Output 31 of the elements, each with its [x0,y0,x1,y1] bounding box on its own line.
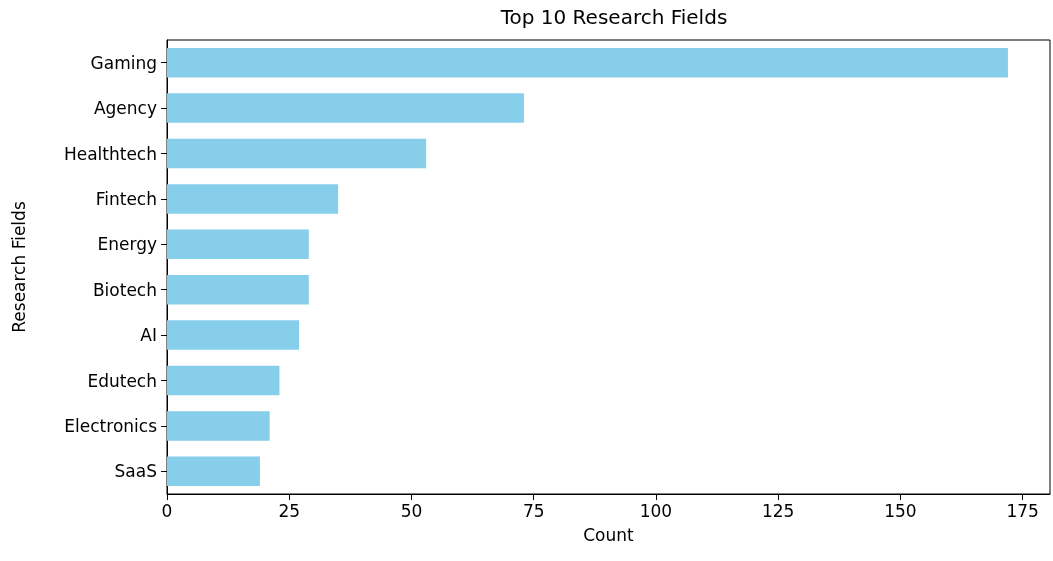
y-axis-title: Research Fields [8,201,29,333]
x-tick-label: 0 [161,500,173,521]
x-tick-label: 150 [884,500,917,521]
bar [167,184,339,214]
y-tick-label: Biotech [92,279,157,300]
x-tick-label: 75 [522,500,545,521]
y-tick-label: Gaming [90,52,157,73]
x-tick-label: 25 [278,500,301,521]
bar [167,229,309,260]
y-tick-label: AI [140,325,157,346]
bar [167,365,280,396]
bar [167,320,300,350]
bar [167,411,270,441]
y-tick-label: Edutech [87,370,157,391]
y-tick-label: SaaS [114,461,157,482]
y-tick-label: Healthtech [63,143,157,164]
bar [167,456,260,487]
x-tick-label: 125 [761,500,795,521]
bar [167,93,524,123]
x-tick-label: 50 [400,500,423,521]
y-tick-label: Agency [93,98,157,119]
bar [167,138,427,169]
y-tick-label: Fintech [95,188,157,209]
bar [167,274,309,305]
x-axis-title: Count [583,524,635,545]
y-tick-label: Electronics [64,415,158,436]
x-tick-label: 100 [639,500,673,521]
y-tick-label: Energy [97,234,157,255]
x-tick-label: 175 [1006,500,1039,521]
chart-title: Top 10 Research Fields [499,5,728,29]
bar [167,47,1008,78]
